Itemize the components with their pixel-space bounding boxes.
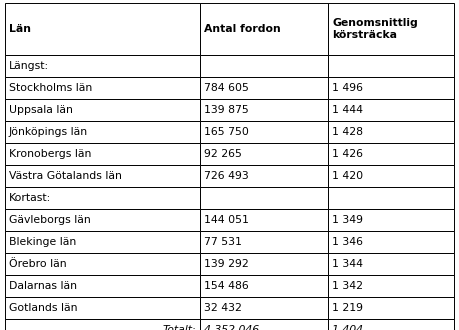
Bar [200,297,328,319]
Bar [200,209,328,231]
Text: Län: Län [9,24,31,34]
Text: Dalarnas län: Dalarnas län [9,281,77,291]
Bar [328,319,454,330]
Bar [5,275,200,297]
Bar [328,231,454,253]
Text: 1 219: 1 219 [332,303,363,313]
Bar [328,209,454,231]
Text: 1 444: 1 444 [332,105,363,115]
Bar [5,77,200,99]
Bar [328,187,454,209]
Text: 1 349: 1 349 [332,215,363,225]
Bar [5,209,200,231]
Text: 77 531: 77 531 [204,237,242,247]
Bar [200,275,328,297]
Bar [200,99,328,121]
Bar [328,55,454,77]
Bar [328,253,454,275]
Bar [5,165,200,187]
Text: 1 496: 1 496 [332,83,363,93]
Text: 1 342: 1 342 [332,281,363,291]
Text: 4 352 046: 4 352 046 [204,325,259,330]
Bar [5,231,200,253]
Bar [200,165,328,187]
Text: Uppsala län: Uppsala län [9,105,73,115]
Bar [5,3,200,55]
Bar [5,297,200,319]
Text: 139 292: 139 292 [204,259,249,269]
Text: 139 875: 139 875 [204,105,249,115]
Text: 32 432: 32 432 [204,303,242,313]
Bar [5,99,200,121]
Bar [200,55,328,77]
Bar [328,275,454,297]
Bar [200,77,328,99]
Text: 1 346: 1 346 [332,237,363,247]
Text: 154 486: 154 486 [204,281,249,291]
Text: Kortast:: Kortast: [9,193,51,203]
Text: Västra Götalands län: Västra Götalands län [9,171,122,181]
Text: Stockholms län: Stockholms län [9,83,92,93]
Text: Gotlands län: Gotlands län [9,303,78,313]
Bar [328,143,454,165]
Text: 1 404: 1 404 [332,325,363,330]
Bar [5,187,200,209]
Bar [200,253,328,275]
Text: 144 051: 144 051 [204,215,249,225]
Bar [328,297,454,319]
Text: Blekinge län: Blekinge län [9,237,76,247]
Text: 1 344: 1 344 [332,259,363,269]
Text: Totalt:: Totalt: [162,325,196,330]
Text: 165 750: 165 750 [204,127,249,137]
Bar [5,143,200,165]
Bar [5,319,200,330]
Bar [200,143,328,165]
Bar [328,121,454,143]
Bar [328,3,454,55]
Bar [200,3,328,55]
Bar [5,253,200,275]
Bar [200,319,328,330]
Text: Genomsnittlig
körsträcka: Genomsnittlig körsträcka [332,18,418,40]
Text: Antal fordon: Antal fordon [204,24,281,34]
Bar [328,77,454,99]
Text: 784 605: 784 605 [204,83,249,93]
Text: 1 426: 1 426 [332,149,363,159]
Text: Gävleborgs län: Gävleborgs län [9,215,91,225]
Text: 1 428: 1 428 [332,127,363,137]
Text: 92 265: 92 265 [204,149,242,159]
Bar [200,121,328,143]
Bar [328,165,454,187]
Bar [5,55,200,77]
Bar [5,121,200,143]
Text: Kronobergs län: Kronobergs län [9,149,91,159]
Text: Jönköpings län: Jönköpings län [9,127,88,137]
Bar [328,99,454,121]
Text: 726 493: 726 493 [204,171,249,181]
Bar [200,187,328,209]
Text: Örebro län: Örebro län [9,259,67,269]
Text: Längst:: Längst: [9,61,49,71]
Bar [200,231,328,253]
Text: 1 420: 1 420 [332,171,364,181]
